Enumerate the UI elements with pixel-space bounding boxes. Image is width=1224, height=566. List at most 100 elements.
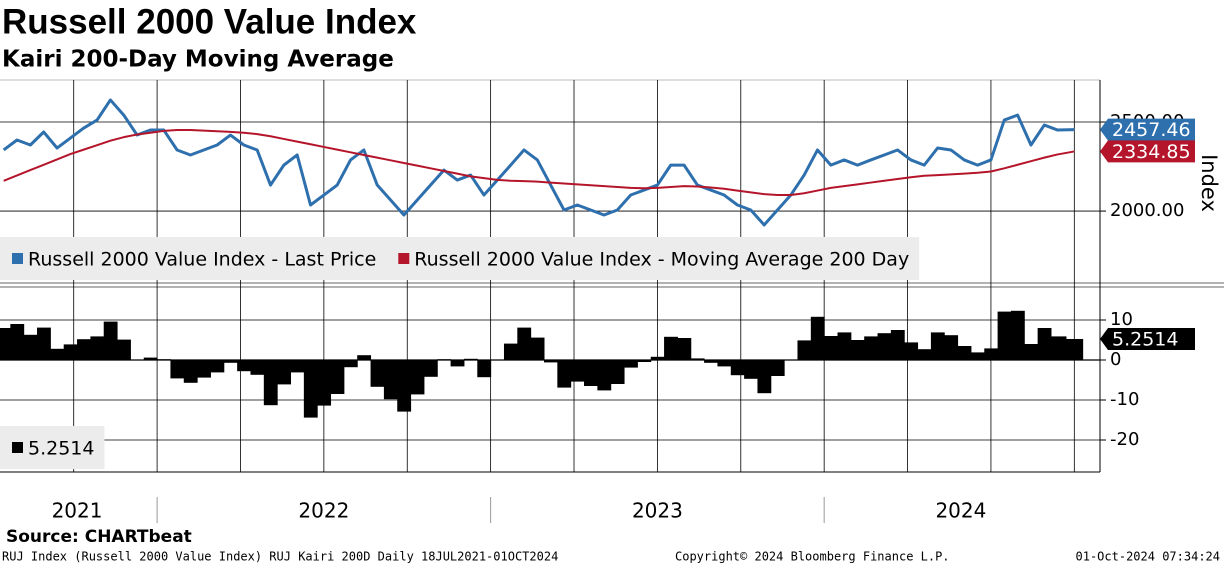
bar xyxy=(944,335,959,360)
bar xyxy=(997,311,1012,360)
bar xyxy=(704,360,718,363)
bar xyxy=(423,360,438,377)
legend: Russell 2000 Value Index - Last Price Rus… xyxy=(0,237,920,280)
legend-label: Russell 2000 Value Index - Moving Averag… xyxy=(414,249,909,271)
bar xyxy=(63,344,78,360)
bar xyxy=(1010,310,1025,360)
bar xyxy=(637,360,652,362)
bar xyxy=(1049,336,1067,360)
bar xyxy=(343,360,358,368)
source: Source: CHARTbeat xyxy=(6,527,192,547)
bar xyxy=(890,330,905,360)
bar xyxy=(850,340,865,360)
bar xyxy=(10,324,25,360)
mark-layer xyxy=(0,98,1100,418)
bar xyxy=(303,360,318,418)
y-tick-label: -20 xyxy=(1110,429,1139,450)
bar xyxy=(277,360,292,385)
bar xyxy=(1037,328,1052,360)
bar xyxy=(597,360,612,391)
bar xyxy=(103,321,118,360)
legend-label: Russell 2000 Value Index - Last Price xyxy=(28,249,376,271)
bar xyxy=(570,360,585,382)
bar xyxy=(143,357,158,360)
last-value-label: 2457.46 xyxy=(1112,119,1191,141)
bar xyxy=(450,360,465,367)
bar xyxy=(757,360,772,394)
bar xyxy=(250,360,265,375)
bar xyxy=(824,336,839,360)
timestamp: 01-Oct-2024 07:34:24 xyxy=(1076,550,1221,564)
bar xyxy=(610,360,625,384)
bar xyxy=(517,327,532,360)
last-value-box xyxy=(1100,140,1195,163)
legend-label: 5.2514 xyxy=(28,438,94,460)
bar xyxy=(330,360,345,394)
legend-background xyxy=(0,237,920,280)
bar xyxy=(117,339,131,360)
x-tick-label: 2023 xyxy=(632,499,683,523)
chart-title: Russell 2000 Value Index xyxy=(2,2,417,41)
bar xyxy=(397,360,412,412)
bar xyxy=(357,355,372,360)
bar xyxy=(557,360,572,388)
bar xyxy=(664,336,678,360)
bar xyxy=(984,348,999,360)
footer-description: RUJ Index (Russell 2000 Value Index) RUJ… xyxy=(2,550,558,564)
bar xyxy=(797,340,812,360)
last-value-box xyxy=(1100,327,1195,350)
bar xyxy=(223,360,238,363)
x-tick-label: 2024 xyxy=(935,499,986,523)
bar xyxy=(770,360,785,376)
bar xyxy=(37,327,51,360)
bar xyxy=(650,356,665,360)
bar xyxy=(930,332,945,360)
bar xyxy=(23,334,38,360)
y-tick-label: -10 xyxy=(1110,389,1139,410)
y-axis-label: Index xyxy=(1197,154,1221,212)
bar xyxy=(690,358,705,360)
last-value-label: 5.2514 xyxy=(1112,328,1178,350)
bar xyxy=(370,360,385,387)
bar xyxy=(1065,338,1084,360)
copyright: Copyright© 2024 Bloomberg Finance L.P. xyxy=(675,550,950,564)
bar xyxy=(197,360,211,378)
bar xyxy=(957,346,972,360)
bar xyxy=(210,360,225,373)
legend-swatch xyxy=(12,253,23,264)
bar xyxy=(837,332,852,360)
legend-swatch xyxy=(398,253,410,264)
bar xyxy=(503,343,518,360)
bar xyxy=(970,352,985,360)
x-tick-label: 2022 xyxy=(298,499,349,523)
bar xyxy=(170,360,185,379)
bar xyxy=(624,360,638,368)
bar xyxy=(917,349,932,360)
bar xyxy=(477,360,492,378)
last-value-label: 2334.85 xyxy=(1112,141,1191,163)
bar xyxy=(730,360,745,376)
bar xyxy=(1024,344,1039,360)
bar xyxy=(904,342,919,360)
bar xyxy=(584,360,598,386)
series-line xyxy=(3,129,1075,197)
bar xyxy=(677,338,692,360)
bar xyxy=(0,328,11,360)
bar xyxy=(717,360,732,367)
bar xyxy=(263,360,278,406)
bar xyxy=(530,337,545,360)
y-tick-label: 10 xyxy=(1110,309,1133,330)
bar xyxy=(410,360,425,395)
bar xyxy=(317,360,332,406)
legend-swatch xyxy=(12,442,23,453)
y-tick-label: 0 xyxy=(1110,349,1121,370)
bar xyxy=(864,336,879,360)
bar xyxy=(543,360,558,363)
bar xyxy=(183,360,198,383)
bar xyxy=(77,339,91,360)
bar xyxy=(744,360,758,379)
y-tick-label: 2000.00 xyxy=(1110,200,1184,221)
bar xyxy=(50,348,65,360)
last-value-box xyxy=(1100,118,1195,141)
